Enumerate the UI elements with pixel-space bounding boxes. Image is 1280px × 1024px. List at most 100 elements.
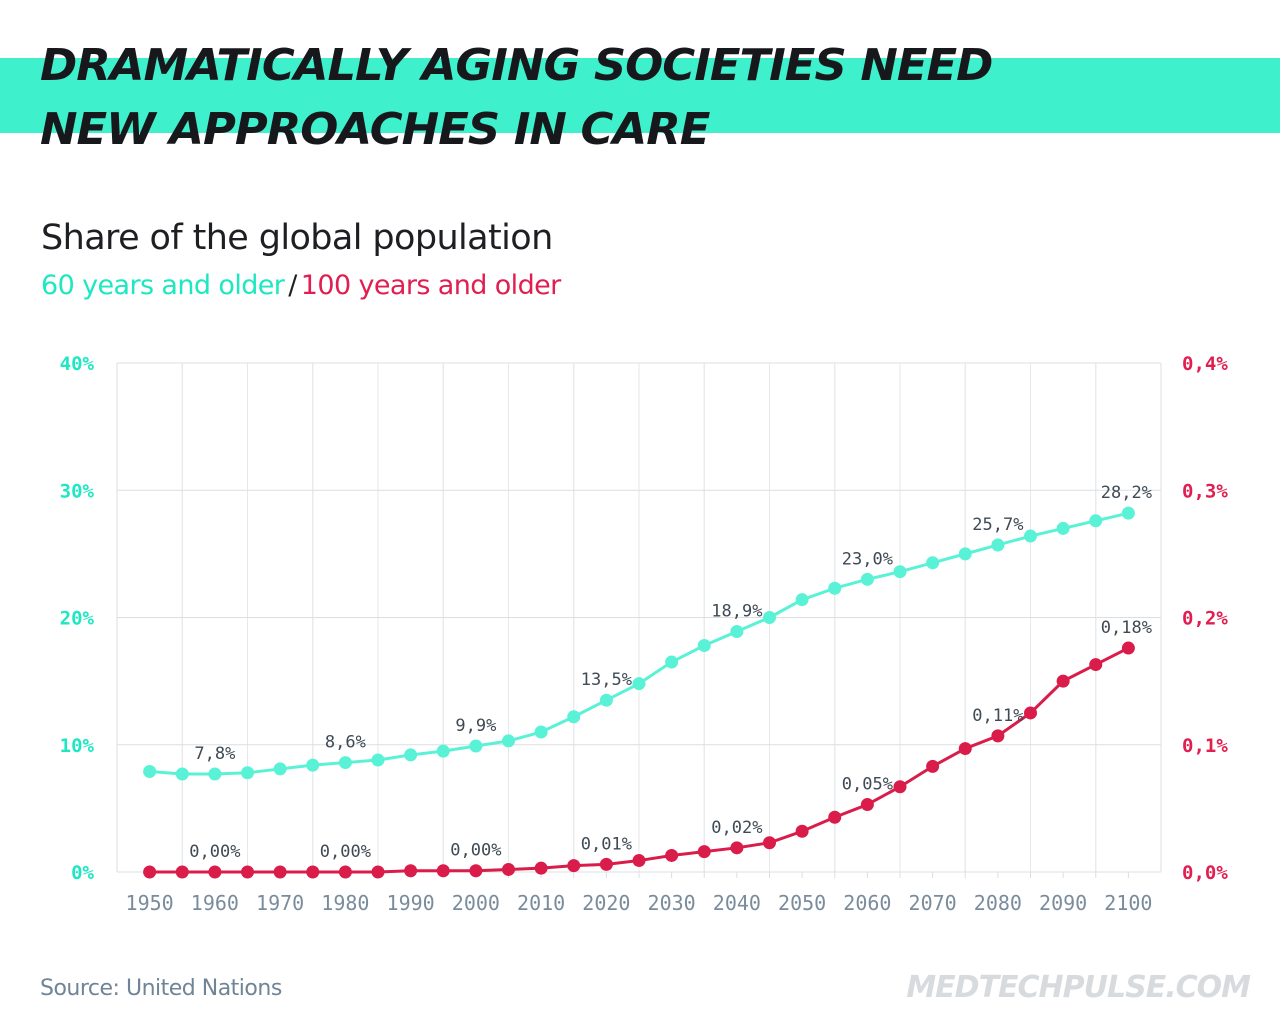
- data-label: 23,0%: [842, 549, 893, 569]
- data-label: 0,01%: [581, 834, 632, 854]
- data-point-100-plus: [404, 864, 418, 878]
- x-tick-label: 2030: [648, 891, 696, 915]
- x-tick-label: 2040: [713, 891, 761, 915]
- data-point-100-plus: [534, 861, 548, 875]
- y-left-tick-label: 40%: [60, 353, 95, 375]
- data-point-60-plus: [860, 572, 874, 586]
- data-point-60-plus: [730, 624, 744, 638]
- data-point-100-plus: [599, 857, 613, 871]
- y-right-tick-label: 0,4%: [1182, 353, 1228, 375]
- data-point-100-plus: [991, 729, 1005, 743]
- data-point-60-plus: [1121, 506, 1135, 520]
- grid: [116, 362, 1162, 873]
- data-label: 7,8%: [194, 744, 235, 764]
- data-point-60-plus: [763, 611, 776, 624]
- x-tick-label: 2010: [517, 891, 565, 915]
- data-point-100-plus: [1024, 706, 1037, 720]
- x-tick-label: 1980: [321, 891, 369, 915]
- data-point-60-plus: [926, 556, 940, 570]
- title-accent-band: [0, 58, 1280, 133]
- data-point-60-plus: [795, 593, 809, 607]
- data-point-100-plus: [958, 742, 972, 756]
- data-label: 18,9%: [711, 601, 762, 621]
- data-point-60-plus: [828, 581, 842, 595]
- y-right-tick-label: 0,1%: [1182, 735, 1228, 757]
- data-point-100-plus: [1056, 674, 1070, 688]
- brand-logo: MEDTECHPULSE.COM: [906, 970, 1251, 1005]
- data-point-100-plus: [893, 780, 907, 794]
- data-point-60-plus: [338, 756, 352, 770]
- data-label: 0,05%: [842, 775, 893, 795]
- y-left-tick-label: 0%: [71, 862, 94, 884]
- data-point-60-plus: [371, 753, 385, 767]
- data-point-100-plus: [730, 841, 744, 855]
- data-point-60-plus: [567, 710, 581, 724]
- data-point-60-plus: [599, 693, 613, 707]
- legend: 60 years and older/100 years and older: [41, 270, 561, 301]
- data-point-60-plus: [306, 758, 320, 772]
- data-point-60-plus: [991, 538, 1005, 552]
- headline: DRAMATICALLY AGING SOCIETIES NEED NEW AP…: [40, 34, 993, 162]
- data-point-100-plus: [241, 865, 254, 879]
- y-right-tick-label: 0,3%: [1182, 480, 1228, 502]
- data-label: 0,02%: [711, 818, 762, 838]
- data-point-60-plus: [502, 734, 515, 748]
- y-right-tick-label: 0,0%: [1182, 862, 1228, 884]
- data-labels: 7,8% 8,6% 9,9% 13,5% 18,9% 23,0% 25,7% 28,2% 0,0…: [189, 483, 1152, 862]
- data-label: 0,00%: [320, 842, 371, 862]
- data-point-100-plus: [273, 865, 287, 879]
- data-point-100-plus: [502, 862, 515, 876]
- data-point-100-plus: [1089, 658, 1103, 672]
- data-point-100-plus: [763, 836, 776, 850]
- x-tick-label: 1990: [387, 891, 435, 915]
- y-left-tick-label: 30%: [60, 480, 95, 502]
- data-point-100-plus: [632, 854, 646, 868]
- series-layer: [143, 506, 1135, 879]
- data-point-60-plus: [175, 767, 189, 781]
- data-point-60-plus: [534, 725, 548, 739]
- data-point-100-plus: [926, 759, 940, 773]
- data-point-100-plus: [175, 865, 189, 879]
- data-point-60-plus: [1056, 521, 1070, 535]
- x-tick-label: 2100: [1104, 891, 1152, 915]
- data-point-100-plus: [828, 810, 842, 824]
- data-label: 0,11%: [972, 706, 1023, 726]
- data-label: 28,2%: [1101, 483, 1152, 503]
- data-point-60-plus: [143, 764, 157, 778]
- y-left-tick-label: 10%: [60, 735, 95, 757]
- data-point-100-plus: [436, 864, 450, 878]
- data-label: 0,18%: [1101, 618, 1152, 638]
- source-note: Source: United Nations: [40, 976, 282, 1001]
- x-tick-label: 2070: [909, 891, 957, 915]
- data-point-100-plus: [1121, 641, 1135, 655]
- x-tick-label: 2020: [582, 891, 630, 915]
- data-point-60-plus: [241, 766, 254, 780]
- legend-series-100-plus: 100 years and older: [300, 270, 561, 301]
- data-point-100-plus: [306, 865, 320, 879]
- data-label: 13,5%: [581, 670, 632, 690]
- data-point-100-plus: [208, 865, 222, 879]
- x-tick-label: 2000: [452, 891, 500, 915]
- legend-series-60-plus: 60 years and older: [41, 270, 285, 301]
- data-point-60-plus: [632, 677, 646, 691]
- data-point-60-plus: [958, 547, 972, 561]
- data-point-60-plus: [697, 638, 711, 652]
- x-tick-label: 2090: [1039, 891, 1087, 915]
- data-point-60-plus: [436, 744, 450, 758]
- data-point-60-plus: [1089, 514, 1103, 528]
- legend-separator: /: [288, 270, 297, 301]
- x-tick-label: 2080: [974, 891, 1022, 915]
- data-point-60-plus: [1024, 529, 1037, 543]
- data-label: 8,6%: [325, 733, 366, 753]
- data-label: 0,00%: [189, 842, 240, 862]
- x-tick-label: 1970: [256, 891, 304, 915]
- data-point-60-plus: [893, 565, 907, 579]
- axes: 0% 10% 20% 30% 40% 0,0% 0,1% 0,2% 0,3% 0,4% 1950 19…: [60, 353, 1229, 915]
- chart-subtitle: Share of the global population: [41, 218, 553, 258]
- data-point-100-plus: [371, 865, 385, 879]
- data-point-60-plus: [665, 655, 679, 669]
- data-point-60-plus: [404, 748, 418, 762]
- x-tick-label: 2050: [778, 891, 826, 915]
- data-label: 9,9%: [455, 716, 496, 736]
- data-point-60-plus: [273, 762, 287, 776]
